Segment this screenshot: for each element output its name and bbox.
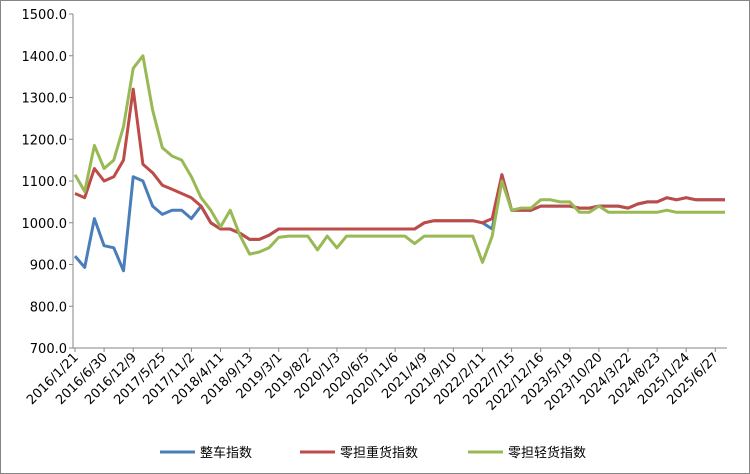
y-tick-label: 1400.0 [22, 50, 68, 65]
legend-label: 零担轻货指数 [508, 445, 586, 461]
y-tick-label: 1100.0 [22, 175, 68, 190]
y-tick-label: 800.0 [30, 300, 67, 315]
legend-label: 整车指数 [200, 445, 252, 461]
y-tick-label: 1300.0 [22, 92, 68, 107]
y-tick-label: 900.0 [30, 259, 67, 274]
legend-label: 零担重货指数 [340, 445, 418, 461]
y-tick-label: 700.0 [30, 342, 67, 357]
y-tick-label: 1200.0 [22, 133, 68, 148]
series-line [73, 54, 725, 264]
y-tick-label: 1000.0 [22, 217, 68, 232]
series-line [74, 87, 725, 241]
y-tick-label: 1500.0 [22, 8, 68, 23]
